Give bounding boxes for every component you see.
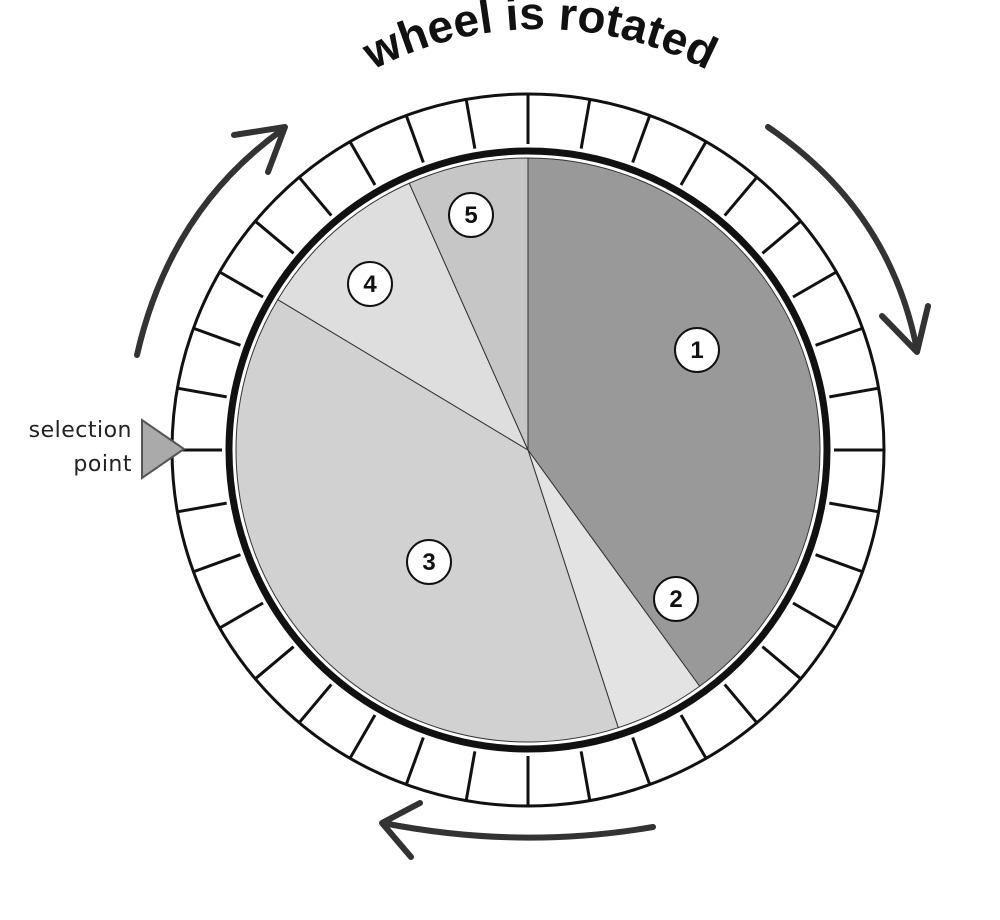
selection-pointer (141, 418, 186, 480)
ring-divider (679, 140, 708, 186)
ring-divider (192, 326, 241, 347)
sector-badge-5 (448, 192, 494, 238)
sector-5 (408, 157, 529, 451)
ring-divider (579, 99, 592, 149)
ring-divider (298, 176, 333, 217)
sector-badge-2 (653, 576, 699, 622)
ring-divider (218, 601, 264, 630)
ring-divider (761, 220, 802, 255)
ring-divider (815, 553, 864, 574)
rotation-arrows (134, 124, 931, 860)
arrowhead-upper-left (231, 124, 288, 175)
pie-sectors (225, 147, 831, 753)
sector-1 (527, 157, 821, 687)
ring-divider (829, 386, 879, 399)
arrow-upper-left (134, 127, 285, 358)
ring-divider (348, 140, 377, 186)
sector-number-5: 5 (464, 202, 477, 229)
sector-labels: 1 2 3 4 5 (347, 192, 720, 622)
ring-divider (348, 714, 377, 760)
ring-divider (464, 751, 477, 801)
ring-divider (631, 737, 652, 786)
ring-divider (631, 114, 652, 163)
sector-number-4: 4 (363, 271, 377, 298)
ring-divider (192, 553, 241, 574)
selection-label-line-1: selection (28, 418, 132, 443)
sector-number-1: 1 (690, 337, 703, 364)
arrowhead-bottom (379, 800, 423, 860)
ring-divider (679, 714, 708, 760)
diagram-title: wheel is rotated (354, 0, 726, 79)
ring-divider (761, 645, 802, 680)
sector-badge-1 (674, 327, 720, 373)
ring-divider (298, 683, 333, 724)
sector-badge-4 (347, 261, 393, 307)
selection-pointer-group (141, 418, 186, 480)
arrow-upper-right (765, 124, 920, 353)
selection-label-line-2: point (73, 452, 132, 477)
sector-4 (277, 182, 530, 452)
ring-divider (177, 501, 227, 514)
wheel-rim (225, 147, 831, 753)
ring-divider (723, 683, 758, 724)
sector-number-2: 2 (669, 586, 682, 613)
ring-divider (792, 601, 838, 630)
ring-divider (404, 114, 425, 163)
sector-badge-3 (406, 539, 452, 585)
ring-divider (254, 220, 295, 255)
ring-divider (218, 270, 264, 299)
ring-divider (254, 645, 295, 680)
ring-divider (792, 270, 838, 299)
ring-divider (829, 501, 879, 514)
ring-divider (723, 176, 758, 217)
ring-divider (177, 386, 227, 399)
arrow-bottom (380, 820, 656, 841)
ring-divider (464, 99, 477, 149)
sector-3 (235, 298, 619, 743)
ring-divider (579, 751, 592, 801)
sector-number-3: 3 (422, 549, 435, 576)
ring-divider (815, 326, 864, 347)
ring-divider (404, 737, 425, 786)
arrowhead-upper-right (879, 303, 931, 355)
